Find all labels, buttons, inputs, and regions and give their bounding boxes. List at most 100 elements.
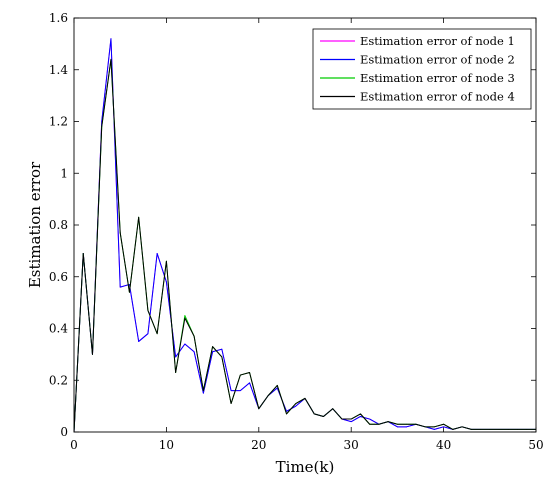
legend-label-node-1: Estimation error of node 1 xyxy=(360,34,515,48)
data-point xyxy=(350,421,352,423)
y-tick-label: 0.4 xyxy=(49,322,68,336)
data-point xyxy=(193,335,195,337)
data-point xyxy=(184,315,186,316)
x-tick-label: 10 xyxy=(159,438,174,452)
data-point xyxy=(82,253,84,254)
data-point xyxy=(276,387,278,389)
data-point xyxy=(369,418,371,420)
data-point xyxy=(175,356,177,358)
data-point xyxy=(295,405,297,407)
data-point xyxy=(156,253,158,254)
data-point xyxy=(249,382,250,384)
data-point xyxy=(258,408,260,410)
data-point xyxy=(276,385,278,386)
data-point xyxy=(212,346,214,348)
data-point xyxy=(378,423,380,425)
y-tick-label: 0 xyxy=(60,425,68,439)
y-axis-label: Estimation error xyxy=(26,161,44,288)
data-point xyxy=(350,418,352,420)
data-point xyxy=(286,413,287,415)
data-point xyxy=(147,309,149,311)
y-tick-label: 1.6 xyxy=(49,11,68,25)
data-point xyxy=(249,372,250,373)
data-point xyxy=(119,286,121,288)
legend-label-node-2: Estimation error of node 2 xyxy=(360,53,515,67)
series-layer xyxy=(73,38,537,433)
data-point xyxy=(286,410,287,412)
data-point xyxy=(92,353,93,355)
data-point xyxy=(498,429,500,430)
data-point xyxy=(461,426,463,428)
legend: Estimation error of node 1 Estimation err… xyxy=(312,28,532,110)
legend-label-node-3: Estimation error of node 3 xyxy=(360,71,515,85)
data-point xyxy=(397,426,398,428)
data-point xyxy=(397,423,398,425)
data-point xyxy=(452,429,454,430)
data-point xyxy=(147,333,149,335)
data-point xyxy=(119,232,121,234)
data-point xyxy=(221,348,223,350)
series-line-node-4 xyxy=(73,58,536,433)
data-point xyxy=(202,390,204,391)
data-point xyxy=(304,397,306,399)
y-tick-label: 1.4 xyxy=(49,63,68,77)
x-tick-label: 40 xyxy=(436,438,451,452)
data-point xyxy=(489,429,491,430)
data-point xyxy=(443,423,444,425)
data-point xyxy=(369,423,371,425)
data-point xyxy=(193,351,195,353)
y-tick-label: 0.6 xyxy=(49,270,68,284)
data-point xyxy=(443,426,444,428)
data-point xyxy=(267,395,269,397)
x-tick-label: 50 xyxy=(528,438,543,452)
data-point xyxy=(295,403,297,404)
data-point xyxy=(470,429,472,430)
data-point xyxy=(406,426,408,428)
data-point xyxy=(212,351,214,353)
data-point xyxy=(415,423,417,425)
x-tick-label: 0 xyxy=(70,438,78,452)
axes-box xyxy=(73,17,537,433)
data-point xyxy=(166,281,167,283)
data-point xyxy=(507,429,509,430)
data-point xyxy=(433,429,435,430)
series-points-node-4 xyxy=(73,59,537,433)
data-point xyxy=(323,416,324,417)
data-point xyxy=(387,421,389,423)
data-point xyxy=(313,413,315,415)
axes-layer: 0 10 20 30 40 50 0 0.2 0.4 0.6 0.8 1 1.2 1.4 1.6 xyxy=(49,11,544,452)
data-point xyxy=(156,333,158,335)
data-point xyxy=(138,216,140,218)
data-point xyxy=(480,429,481,430)
data-point xyxy=(101,126,103,128)
data-point xyxy=(230,403,232,404)
series-line-node-3 xyxy=(73,58,536,433)
data-point xyxy=(184,343,186,345)
data-point xyxy=(526,429,528,430)
data-point xyxy=(184,317,186,319)
data-point xyxy=(230,390,232,391)
data-point xyxy=(239,374,241,376)
data-point xyxy=(517,429,518,430)
x-tick-label: 20 xyxy=(251,438,266,452)
data-point xyxy=(424,426,426,428)
plot-frame xyxy=(73,17,537,433)
data-point xyxy=(175,372,177,373)
data-point xyxy=(332,408,334,410)
data-point xyxy=(166,260,167,262)
legend-box xyxy=(312,28,532,110)
data-point xyxy=(110,59,112,60)
data-point xyxy=(110,38,112,40)
data-point xyxy=(202,392,204,394)
data-point xyxy=(138,341,140,342)
legend-label-node-4: Estimation error of node 4 xyxy=(360,90,515,104)
data-point xyxy=(239,390,241,391)
y-tick-label: 1.2 xyxy=(49,115,68,129)
data-point xyxy=(406,423,408,425)
data-point xyxy=(129,284,130,285)
data-point xyxy=(360,416,361,417)
y-tick-label: 1 xyxy=(60,166,68,180)
data-point xyxy=(221,356,223,358)
